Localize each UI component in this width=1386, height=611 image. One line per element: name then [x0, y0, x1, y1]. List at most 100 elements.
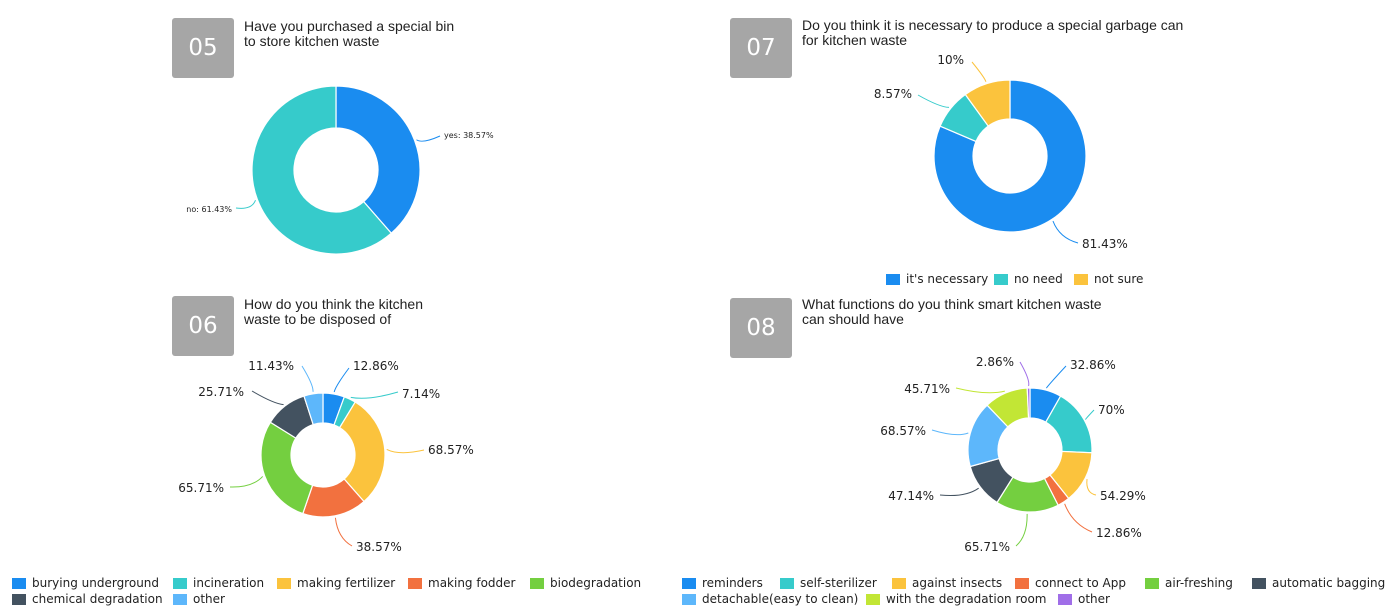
q06-data-label: 38.57%: [356, 540, 402, 554]
q08-leader-line: [1015, 513, 1028, 547]
q05-data-label: no: 61.43%: [186, 205, 232, 214]
legend-label: connect to App: [1035, 576, 1126, 590]
legend-label: it's necessary: [906, 272, 989, 286]
q06-slice-biodegradation[interactable]: [260, 421, 314, 515]
legend-item-reminders[interactable]: reminders: [682, 576, 763, 590]
q07-slice-it-s-necessary[interactable]: [933, 79, 1087, 233]
legend-label: making fodder: [428, 576, 516, 590]
q08-slice-other[interactable]: [1026, 387, 1031, 419]
q05-slice-yes[interactable]: [335, 85, 421, 235]
q05-data-label: yes: 38.57%: [444, 131, 494, 140]
legend-label: no need: [1014, 272, 1063, 286]
q08-leader-line: [1086, 479, 1097, 496]
legend-item-biodegradation[interactable]: biodegradation: [530, 576, 641, 590]
legend-item-making-fodder[interactable]: making fodder: [408, 576, 515, 590]
title-line: waste to be disposed of: [244, 311, 392, 327]
legend-swatch: [1058, 593, 1072, 605]
legend-item-incineration[interactable]: incineration: [173, 576, 264, 590]
legend-swatch: [892, 577, 906, 589]
legend-item-no-need[interactable]: no need: [994, 272, 1063, 286]
legend-item-self-sterilizer[interactable]: self-sterilizer: [780, 576, 877, 590]
legend-item-it-s-necessary[interactable]: it's necessary: [886, 272, 988, 286]
legend-item-other[interactable]: other: [173, 592, 225, 606]
legend-label: self-sterilizer: [800, 576, 877, 590]
legend-item-with-the-degradation-room[interactable]: with the degradation room: [866, 592, 1047, 606]
legend-swatch: [530, 577, 544, 589]
legend-label: detachable(easy to clean): [702, 592, 859, 606]
legend-label: automatic bagging: [1272, 576, 1386, 590]
q08-leader-line: [1085, 409, 1095, 420]
question-number-07: 07: [730, 18, 792, 78]
legend-item-burying-underground[interactable]: burying underground: [12, 576, 159, 590]
question-number-08: 08: [730, 298, 792, 358]
legend-item-detachable-easy-to-clean-[interactable]: detachable(easy to clean): [682, 592, 858, 606]
legend-label: with the degradation room: [886, 592, 1047, 606]
legend-label: making fertilizer: [297, 576, 396, 590]
q08-data-label: 70%: [1098, 403, 1125, 417]
q06-leader-line: [251, 390, 284, 406]
legend-swatch: [1074, 273, 1088, 285]
q08-data-label: 45.71%: [904, 382, 950, 396]
question-title-08: What functions do you think smart kitche…: [802, 297, 1222, 327]
legend-item-making-fertilizer[interactable]: making fertilizer: [277, 576, 395, 590]
legend-item-air-freshing[interactable]: air-freshing: [1145, 576, 1233, 590]
legend-label: incineration: [193, 576, 265, 590]
q08-data-label: 68.57%: [880, 424, 926, 438]
question-title-05: Have you purchased a special bin to store…: [244, 19, 664, 49]
q06-donut: 12.86%7.14% 68.57% 38.57% 65.71% 25.71% 11.43…: [178, 359, 474, 554]
q08-leader-line: [939, 487, 979, 497]
legend-swatch: [277, 577, 291, 589]
legend-swatch: [1252, 577, 1266, 589]
q08-leader-line: [955, 387, 1005, 394]
q08-leader-line: [1045, 365, 1067, 389]
legend-swatch: [173, 577, 187, 589]
legend-item-not-sure[interactable]: not sure: [1074, 272, 1143, 286]
legend-label: reminders: [702, 576, 763, 590]
legend-swatch: [1145, 577, 1159, 589]
q06-leader-line: [301, 365, 314, 392]
q06-data-label: 12.86%: [353, 359, 399, 373]
q08-data-label: 32.86%: [1070, 358, 1116, 372]
q06-data-label: 7.14%: [402, 387, 440, 401]
legend-item-other[interactable]: other: [1058, 592, 1110, 606]
legend-label: burying underground: [32, 576, 160, 590]
q07-leader-line: [971, 61, 987, 82]
q06-leader-line: [229, 476, 264, 488]
title-line: What functions do you think smart kitche…: [802, 296, 1102, 312]
q07-data-label: 8.57%: [874, 87, 912, 101]
legend-item-against-insects[interactable]: against insects: [892, 576, 1002, 590]
q07-donut: 81.43% 8.57% 10%: [874, 53, 1128, 251]
q07-leader-line: [1052, 220, 1079, 244]
question-number-05: 05: [172, 18, 234, 78]
legend-item-automatic-bagging[interactable]: automatic bagging: [1252, 576, 1385, 590]
q06-slice-other[interactable]: [303, 392, 324, 426]
legend-item-connect-to-app[interactable]: connect to App: [1015, 576, 1126, 590]
legend-swatch: [886, 273, 900, 285]
q08-leader-line: [1019, 361, 1030, 387]
question-title-07: Do you think it is necessary to produce …: [802, 18, 1222, 48]
legend-label: not sure: [1094, 272, 1144, 286]
q06-slice-making-fertilizer[interactable]: [338, 401, 386, 503]
q08-data-label: 12.86%: [1096, 526, 1142, 540]
legend-label: biodegradation: [550, 576, 642, 590]
q08-data-label: 54.29%: [1100, 489, 1146, 503]
question-title-06: How do you think the kitchen waste to be …: [244, 297, 664, 327]
q05-slice-no[interactable]: [251, 85, 393, 255]
title-line: for kitchen waste: [802, 32, 908, 48]
legend-item-chemical-degradation[interactable]: chemical degradation: [12, 592, 163, 606]
title-line: to store kitchen waste: [244, 33, 380, 49]
q06-leader-line: [350, 391, 399, 399]
q08-leader-line: [931, 429, 969, 436]
q07-data-label: 10%: [937, 53, 964, 67]
q08-data-label: 47.14%: [888, 489, 934, 503]
legend-swatch: [1015, 577, 1029, 589]
question-number-06: 06: [172, 296, 234, 356]
legend-label: chemical degradation: [32, 592, 163, 606]
legend-swatch: [866, 593, 880, 605]
legend-swatch: [12, 577, 26, 589]
legend-swatch: [12, 593, 26, 605]
q05-donut: yes: 38.57% no: 61.43%: [186, 85, 494, 255]
legend-label: against insects: [912, 576, 1003, 590]
q07-slice-not-sure[interactable]: [964, 79, 1011, 127]
